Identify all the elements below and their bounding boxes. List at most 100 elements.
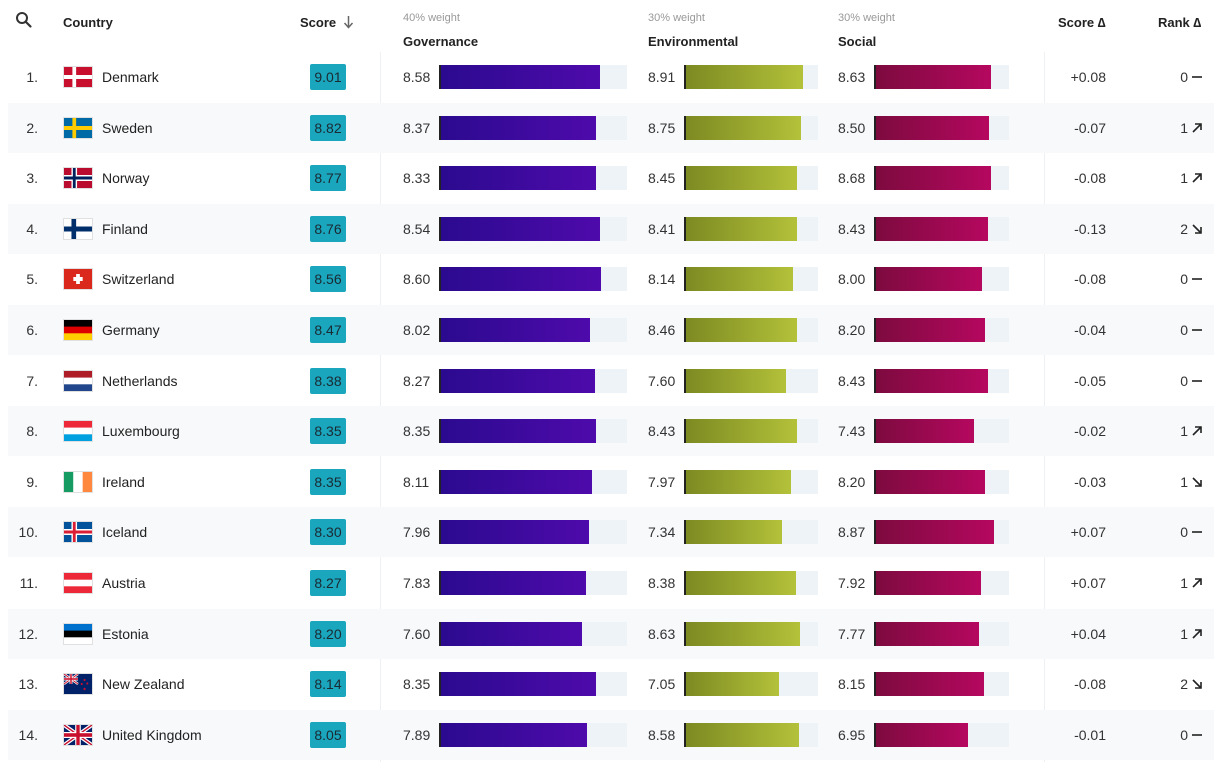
country-name[interactable]: Germany bbox=[102, 322, 160, 338]
governance-column-header[interactable]: Governance bbox=[403, 34, 479, 49]
score-badge: 8.35 bbox=[310, 468, 346, 495]
social-bar bbox=[874, 520, 994, 545]
country-name[interactable]: Estonia bbox=[102, 625, 149, 642]
social-bar-track bbox=[874, 115, 1009, 140]
rank-number: 4. bbox=[26, 220, 38, 237]
environmental-bar bbox=[684, 115, 802, 140]
table-row[interactable]: 1. Denmark 9.01 8.58 8.91 8.63 +0.08 0 bbox=[8, 52, 1214, 102]
country-name[interactable]: Austria bbox=[102, 575, 146, 591]
governance-value: 8.37 bbox=[403, 119, 431, 136]
environmental-bar-track bbox=[684, 621, 818, 646]
rank-number: 13. bbox=[18, 676, 38, 693]
environmental-bar-track bbox=[684, 571, 818, 595]
country-name[interactable]: Luxembourg bbox=[102, 423, 180, 440]
governance-bar bbox=[439, 267, 601, 292]
governance-bar-track bbox=[439, 672, 627, 697]
norway-flag bbox=[63, 167, 93, 190]
governance-bar bbox=[439, 216, 600, 241]
table-row[interactable]: 5. Switzerland 8.56 8.60 8.14 8.00 -0.08 0 bbox=[8, 254, 1214, 304]
country-name[interactable]: Iceland bbox=[102, 524, 148, 541]
score-delta: +0.07 bbox=[1070, 575, 1106, 591]
switzerland-flag bbox=[63, 268, 93, 291]
table-row[interactable]: 2. Sweden 8.82 8.37 8.75 8.50 -0.07 1 bbox=[8, 102, 1214, 153]
governance-bar-track bbox=[439, 722, 627, 747]
trend-flat-icon bbox=[1192, 531, 1202, 534]
governance-value: 8.02 bbox=[403, 322, 431, 338]
country-name[interactable]: Finland bbox=[102, 220, 148, 237]
trend-up-icon bbox=[1192, 628, 1202, 639]
social-column-header[interactable]: Social bbox=[838, 34, 877, 49]
table-row[interactable]: 14. United Kingdom 8.05 7.89 8.58 6.95 -0.01 0 bbox=[8, 709, 1214, 760]
rank-number: 7. bbox=[26, 372, 38, 389]
table-row[interactable]: 8. Luxembourg 8.35 8.35 8.43 7.43 -0.02 1 bbox=[8, 406, 1214, 457]
country-name[interactable]: Netherlands bbox=[102, 372, 178, 389]
social-value: 8.15 bbox=[838, 676, 866, 693]
social-bar bbox=[874, 621, 979, 646]
social-bar bbox=[874, 216, 988, 241]
score-delta-column-header[interactable]: Score ∆ bbox=[1058, 15, 1106, 30]
governance-value: 8.27 bbox=[403, 372, 431, 389]
social-value: 6.95 bbox=[838, 726, 866, 743]
trend-up-icon bbox=[1192, 173, 1202, 183]
country-name[interactable]: New Zealand bbox=[102, 676, 185, 693]
country-name[interactable]: Ireland bbox=[102, 473, 145, 490]
environmental-value: 7.05 bbox=[648, 676, 676, 693]
environmental-column-header[interactable]: Environmental bbox=[648, 34, 739, 49]
score-column-header[interactable]: Score bbox=[300, 15, 337, 30]
governance-value: 8.11 bbox=[403, 473, 430, 490]
governance-bar-track bbox=[439, 115, 627, 140]
governance-bar-track bbox=[439, 65, 627, 89]
social-bar-track bbox=[874, 571, 1009, 595]
rank-delta-column-header[interactable]: Rank ∆ bbox=[1158, 15, 1202, 30]
environmental-value: 8.38 bbox=[648, 575, 676, 591]
social-bar-track bbox=[874, 318, 1009, 342]
environmental-value: 8.45 bbox=[648, 170, 676, 187]
score-delta: -0.02 bbox=[1074, 423, 1106, 440]
environmental-value: 8.14 bbox=[648, 271, 676, 288]
country-name[interactable]: Sweden bbox=[102, 119, 153, 136]
country-name[interactable]: United Kingdom bbox=[102, 726, 202, 743]
country-name[interactable]: Denmark bbox=[102, 69, 159, 85]
environmental-bar bbox=[684, 216, 797, 241]
environmental-value: 7.60 bbox=[648, 372, 676, 389]
environmental-bar-track bbox=[684, 166, 818, 191]
governance-bar bbox=[439, 166, 596, 191]
social-bar-track bbox=[874, 166, 1009, 191]
governance-value: 8.60 bbox=[403, 271, 431, 288]
table-row[interactable]: 9. Ireland 8.35 8.11 7.97 8.20 -0.03 1 bbox=[8, 457, 1214, 507]
governance-value: 7.96 bbox=[403, 524, 431, 541]
social-bar-track bbox=[874, 419, 1009, 444]
score-delta: -0.08 bbox=[1074, 170, 1106, 187]
search-icon[interactable] bbox=[15, 11, 33, 29]
luxembourg-flag bbox=[63, 420, 93, 443]
table-row[interactable]: 6. Germany 8.47 8.02 8.46 8.20 -0.04 0 bbox=[8, 305, 1214, 355]
rank-delta: 0 bbox=[1180, 322, 1188, 338]
governance-bar bbox=[439, 368, 595, 393]
sort-descending-icon[interactable] bbox=[343, 15, 354, 29]
environmental-bar-track bbox=[684, 672, 818, 697]
environmental-value: 8.75 bbox=[648, 119, 676, 136]
austria-flag bbox=[63, 572, 93, 594]
environmental-bar-track bbox=[684, 216, 818, 241]
country-name[interactable]: Switzerland bbox=[102, 271, 175, 288]
country-name[interactable]: Norway bbox=[102, 170, 150, 187]
trend-down-icon bbox=[1192, 679, 1202, 689]
environmental-bar-track bbox=[684, 267, 818, 292]
united-kingdom-flag bbox=[63, 723, 93, 746]
table-row[interactable]: 12. Estonia 8.20 7.60 8.63 7.77 +0.04 1 bbox=[8, 608, 1214, 659]
governance-value: 8.58 bbox=[403, 69, 431, 85]
table-row[interactable]: 3. Norway 8.77 8.33 8.45 8.68 -0.08 1 bbox=[8, 153, 1214, 203]
score-badge: 8.47 bbox=[310, 317, 346, 343]
table-row[interactable]: 4. Finland 8.76 8.54 8.41 8.43 -0.13 2 bbox=[8, 203, 1214, 254]
social-bar bbox=[874, 368, 988, 393]
table-row[interactable]: 13. New Zealand 8.14 8.35 7.05 8.15 -0.08 2 bbox=[8, 659, 1214, 709]
governance-bar bbox=[439, 520, 589, 545]
score-badge: 8.82 bbox=[310, 114, 346, 141]
environmental-bar bbox=[684, 520, 783, 545]
score-delta: +0.04 bbox=[1070, 625, 1106, 642]
table-row[interactable]: 7. Netherlands 8.38 8.27 7.60 8.43 -0.05 0 bbox=[8, 356, 1214, 406]
table-row[interactable]: 11. Austria 8.27 7.83 8.38 7.92 +0.07 1 bbox=[8, 558, 1214, 608]
country-column-header[interactable]: Country bbox=[63, 15, 113, 30]
table-row[interactable]: 10. Iceland 8.30 7.96 7.34 8.87 +0.07 0 bbox=[8, 507, 1214, 558]
social-value: 8.00 bbox=[838, 271, 866, 288]
